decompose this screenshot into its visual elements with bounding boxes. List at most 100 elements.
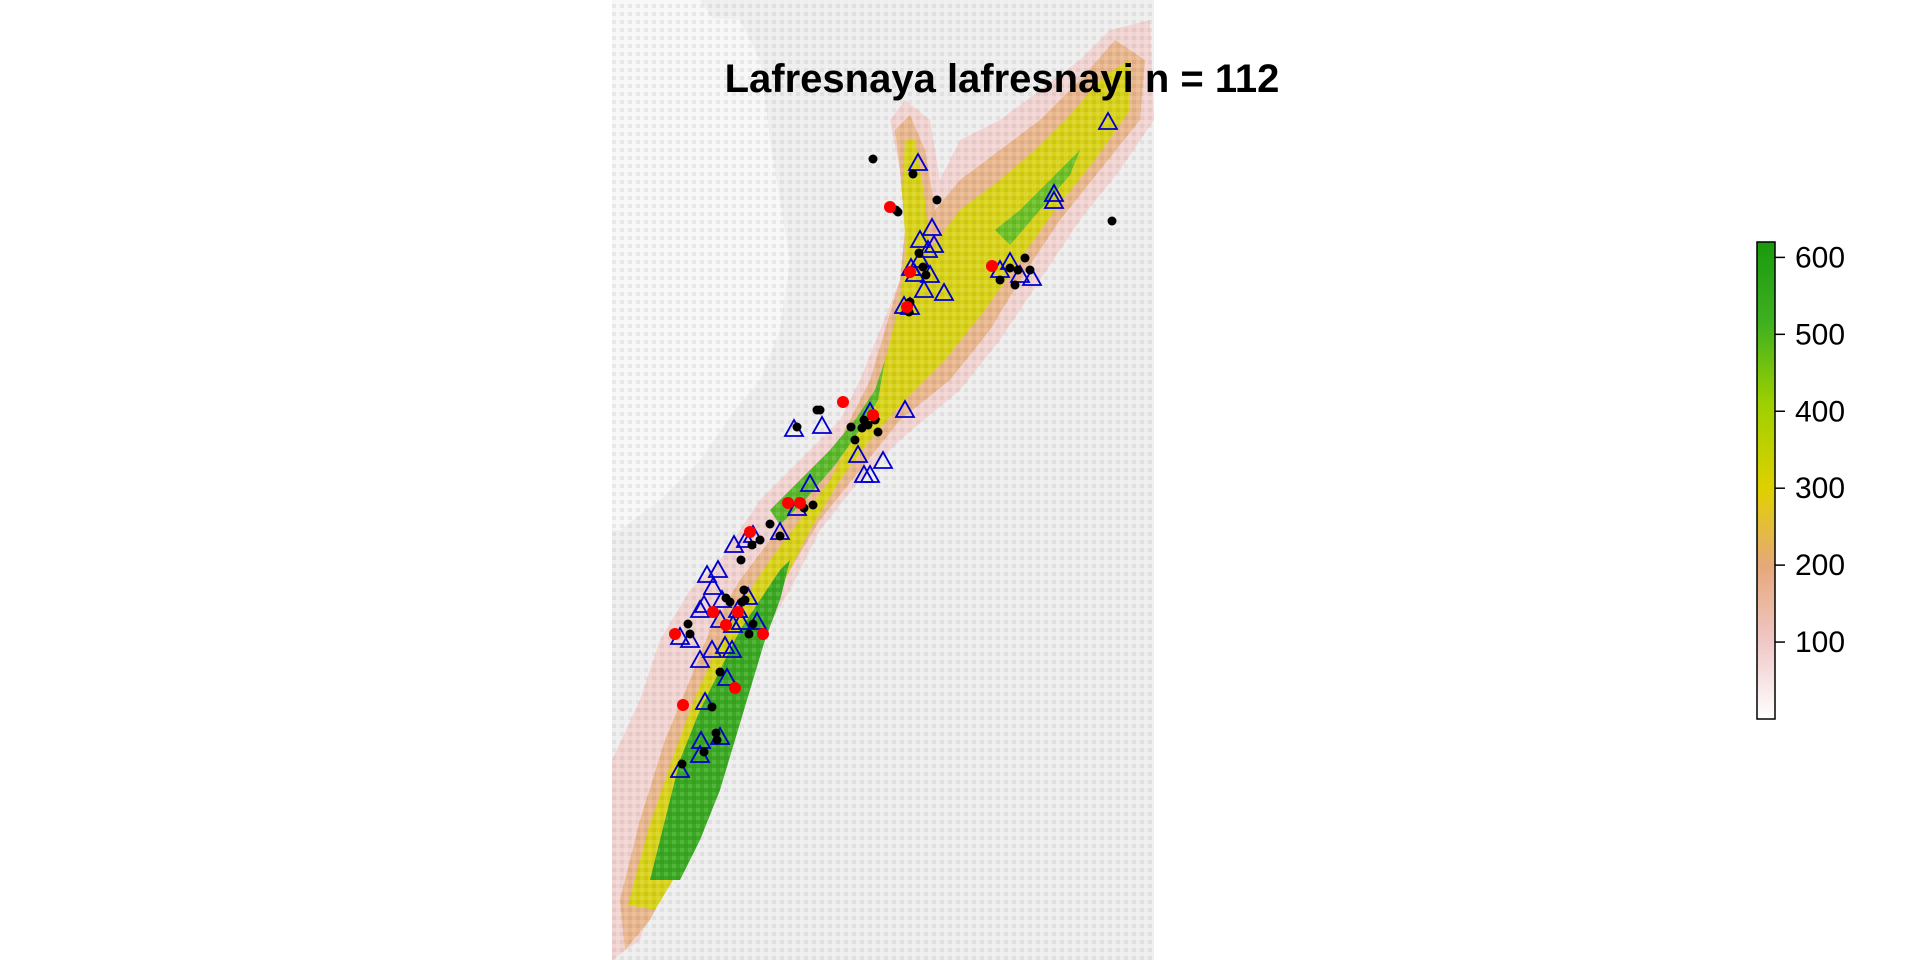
red-dot-marker (720, 619, 732, 631)
triangle-marker (847, 444, 869, 463)
triangle-marker (716, 667, 738, 686)
triangle-marker (872, 450, 894, 469)
triangle-marker (1043, 190, 1065, 209)
legend-ticks: 100 200 300 400 500 600 (1775, 241, 1845, 659)
black-dot-marker (1020, 253, 1030, 263)
red-dot-marker (867, 409, 879, 421)
map-title: Lafresnaya lafresnayi n = 112 (725, 57, 1280, 101)
triangle-marker (702, 576, 724, 595)
red-dot-marker (744, 526, 756, 538)
black-dot-marker (1005, 263, 1015, 273)
triangle-marker (1009, 264, 1031, 283)
legend-colorbar (1756, 241, 1776, 720)
triangle-marker (1043, 183, 1065, 202)
legend-tick-label: 500 (1795, 318, 1845, 351)
black-dot-marker (914, 248, 924, 258)
black-dot-marker (736, 555, 746, 565)
color-legend: 100 200 300 400 500 600 (1756, 241, 1845, 720)
triangle-marker (707, 559, 729, 578)
occurrence-markers (669, 111, 1119, 778)
black-dot-marker (846, 422, 856, 432)
black-dot-marker (715, 667, 725, 677)
triangle-marker (917, 239, 939, 258)
triangle-marker (811, 415, 833, 434)
triangle-marker (693, 594, 715, 613)
black-dot-marker (677, 759, 687, 769)
triangle-marker (909, 229, 931, 248)
black-dot-marker (921, 270, 931, 280)
black-dot-marker (995, 275, 1005, 285)
triangle-marker (1021, 267, 1043, 286)
triangle-marker (730, 611, 752, 630)
black-dot-marker (747, 540, 757, 550)
triangle-marker (696, 564, 718, 583)
black-dot-marker (725, 597, 735, 607)
black-dot-marker (850, 435, 860, 445)
black-dot-marker (712, 735, 722, 745)
black-dot-marker (748, 619, 758, 629)
black-dot-marker (755, 535, 765, 545)
raster-texture (612, 0, 1154, 960)
triangle-marker (853, 464, 875, 483)
legend-tick-label: 200 (1795, 549, 1845, 582)
red-dot-marker (794, 497, 806, 509)
red-dot-marker (837, 396, 849, 408)
triangle-marker (799, 473, 821, 492)
red-dot-marker (732, 606, 744, 618)
black-dot-marker (1010, 280, 1020, 290)
black-dot-marker (1025, 265, 1035, 275)
black-dot-marker (792, 422, 802, 432)
red-dot-marker (901, 301, 913, 313)
triangle-marker (913, 279, 935, 298)
triangle-marker (907, 152, 929, 171)
black-dot-marker (683, 619, 693, 629)
black-dot-marker (740, 595, 750, 605)
triangle-marker (689, 599, 711, 618)
red-dot-marker (884, 201, 896, 213)
triangle-marker (921, 217, 943, 236)
triangle-marker (689, 649, 711, 668)
red-dot-marker (904, 266, 916, 278)
black-dot-marker (765, 519, 775, 529)
black-dot-marker (744, 629, 754, 639)
triangle-marker (933, 282, 955, 301)
legend-tick-label: 600 (1795, 241, 1845, 274)
legend-tick-label: 400 (1795, 395, 1845, 428)
black-dot-marker (868, 154, 878, 164)
black-dot-marker (932, 195, 942, 205)
triangle-marker (709, 609, 731, 628)
suitability-raster (612, 0, 1154, 960)
triangle-marker (694, 691, 716, 710)
black-dot-marker (873, 427, 883, 437)
black-dot-marker (1107, 216, 1117, 226)
triangle-marker (701, 639, 723, 658)
red-dot-marker (757, 628, 769, 640)
red-dot-marker (677, 699, 689, 711)
black-dot-marker (1013, 265, 1023, 275)
red-dot-marker (729, 682, 741, 694)
triangle-marker (894, 399, 916, 418)
legend-tick-label: 300 (1795, 472, 1845, 505)
triangle-marker (735, 529, 757, 548)
black-dot-marker (908, 169, 918, 179)
black-dot-marker (739, 585, 749, 595)
black-dot-marker (815, 405, 825, 415)
black-dot-marker (775, 531, 785, 541)
black-dot-marker (863, 420, 873, 430)
black-dot-marker (711, 728, 721, 738)
triangle-marker (679, 629, 701, 648)
black-dot-marker (685, 629, 695, 639)
black-dot-marker (699, 747, 709, 757)
black-dot-marker (707, 702, 717, 712)
red-dot-marker (669, 628, 681, 640)
red-dot-marker (782, 497, 794, 509)
black-dot-marker (808, 500, 818, 510)
triangle-marker (721, 639, 743, 658)
legend-tick-label: 100 (1795, 626, 1845, 659)
red-dot-marker (707, 606, 719, 618)
triangle-marker (1097, 111, 1119, 130)
black-dot-marker (918, 262, 928, 272)
red-dot-marker (986, 260, 998, 272)
triangle-marker (669, 759, 691, 778)
